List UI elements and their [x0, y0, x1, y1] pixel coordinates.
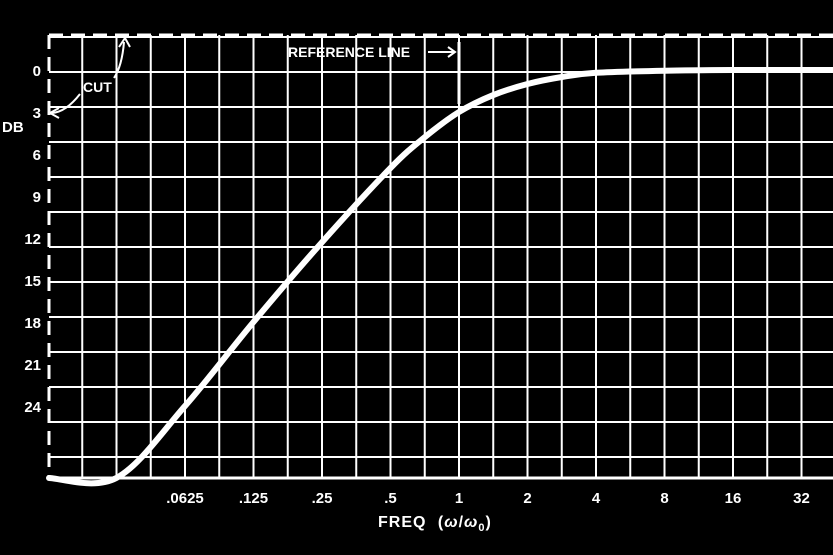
y-tick-24: 24 [24, 399, 41, 416]
reference-line-label: REFERENCE LINE [288, 44, 410, 60]
dashed-frame [47, 33, 833, 480]
grid [49, 35, 833, 478]
y-axis-label: DB [2, 119, 24, 136]
response-curve [46, 66, 833, 487]
y-tick-0: 0 [33, 63, 41, 80]
x-axis-label: FREQ (ω/ω0) [378, 514, 492, 534]
y-tick-labels: 0 3 6 9 12 15 18 21 24 [24, 63, 41, 416]
x-tick-.25: .25 [312, 490, 333, 507]
cut-arrows [47, 36, 131, 119]
x-tick-16: 16 [725, 490, 742, 507]
y-tick-3: 3 [33, 105, 41, 122]
x-tick-.5: .5 [384, 490, 397, 507]
cut-label: CUT [83, 79, 112, 95]
curve-layer [46, 66, 833, 487]
y-tick-18: 18 [24, 315, 41, 332]
x-tick-labels: .0625 .125 .25 .5 1 2 4 8 16 32 [166, 490, 810, 507]
x-tick-8: 8 [660, 490, 668, 507]
reference-line-arrow [428, 46, 457, 58]
y-tick-21: 21 [24, 357, 41, 374]
y-tick-6: 6 [33, 147, 41, 164]
x-tick-4: 4 [592, 490, 601, 507]
x-tick-.0625: .0625 [166, 490, 204, 507]
y-tick-12: 12 [24, 231, 41, 248]
y-tick-9: 9 [33, 189, 41, 206]
x-tick-.125: .125 [239, 490, 268, 507]
x-tick-1: 1 [455, 490, 463, 507]
x-tick-32: 32 [793, 490, 810, 507]
y-tick-15: 15 [24, 273, 41, 290]
x-tick-2: 2 [523, 490, 531, 507]
